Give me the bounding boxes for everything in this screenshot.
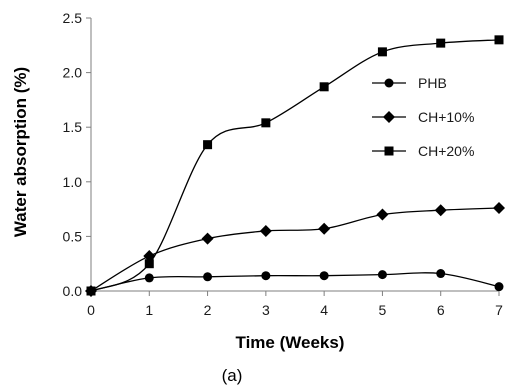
y-tick-label: 1.0	[63, 174, 83, 190]
legend-marker	[383, 111, 395, 123]
data-point	[494, 282, 504, 292]
x-tick-label: 6	[437, 302, 445, 318]
legend-label: PHB	[418, 75, 447, 91]
data-point	[318, 222, 331, 235]
x-tick-label: 5	[379, 302, 387, 318]
tick-labels: 0.0 0.5 1.0 1.5 2.0 2.5 0 1 2 3 4 5 6 7	[63, 10, 504, 318]
data-point	[144, 273, 154, 283]
y-tick-label: 2.0	[63, 65, 83, 81]
data-point	[494, 35, 504, 45]
data-point	[261, 271, 271, 281]
data-point	[377, 47, 387, 57]
x-axis-title: Time (Weeks)	[236, 333, 345, 352]
data-point	[86, 286, 96, 296]
x-tick-label: 7	[495, 302, 503, 318]
data-point	[376, 208, 389, 221]
data-point	[319, 82, 329, 92]
legend-label: CH+20%	[418, 143, 474, 159]
series-group	[85, 35, 505, 297]
data-point	[203, 140, 213, 150]
x-tick-label: 2	[204, 302, 212, 318]
legend: PHB CH+10% CH+20%	[372, 75, 474, 159]
y-tick-label: 0.5	[63, 228, 83, 244]
series-line	[90, 272, 500, 292]
data-point	[144, 259, 154, 269]
legend-item: CH+10%	[372, 109, 474, 125]
legend-label: CH+10%	[418, 109, 474, 125]
figure-caption: (a)	[222, 366, 243, 385]
x-tick-label: 0	[87, 302, 95, 318]
series-diamond	[85, 202, 505, 297]
data-point	[434, 204, 447, 217]
axes	[86, 17, 500, 296]
data-point	[203, 272, 213, 282]
series-square	[86, 35, 504, 296]
series-line	[90, 39, 500, 292]
legend-marker	[384, 78, 394, 88]
legend-item: PHB	[372, 75, 447, 91]
legend-item: CH+20%	[372, 143, 474, 159]
y-tick-label: 1.5	[63, 119, 83, 135]
x-tick-label: 4	[320, 302, 328, 318]
y-axis-title: Water absorption (%)	[11, 67, 30, 237]
data-point	[377, 270, 387, 280]
data-point	[201, 232, 214, 245]
data-point	[261, 118, 271, 128]
y-tick-label: 0.0	[63, 283, 83, 299]
data-point	[319, 271, 329, 281]
data-point	[493, 202, 505, 215]
legend-marker	[384, 146, 394, 156]
data-point	[436, 38, 446, 48]
y-tick-label: 2.5	[63, 10, 83, 26]
data-point	[436, 269, 446, 279]
x-tick-label: 1	[145, 302, 153, 318]
data-point	[259, 224, 272, 237]
x-tick-label: 3	[262, 302, 270, 318]
